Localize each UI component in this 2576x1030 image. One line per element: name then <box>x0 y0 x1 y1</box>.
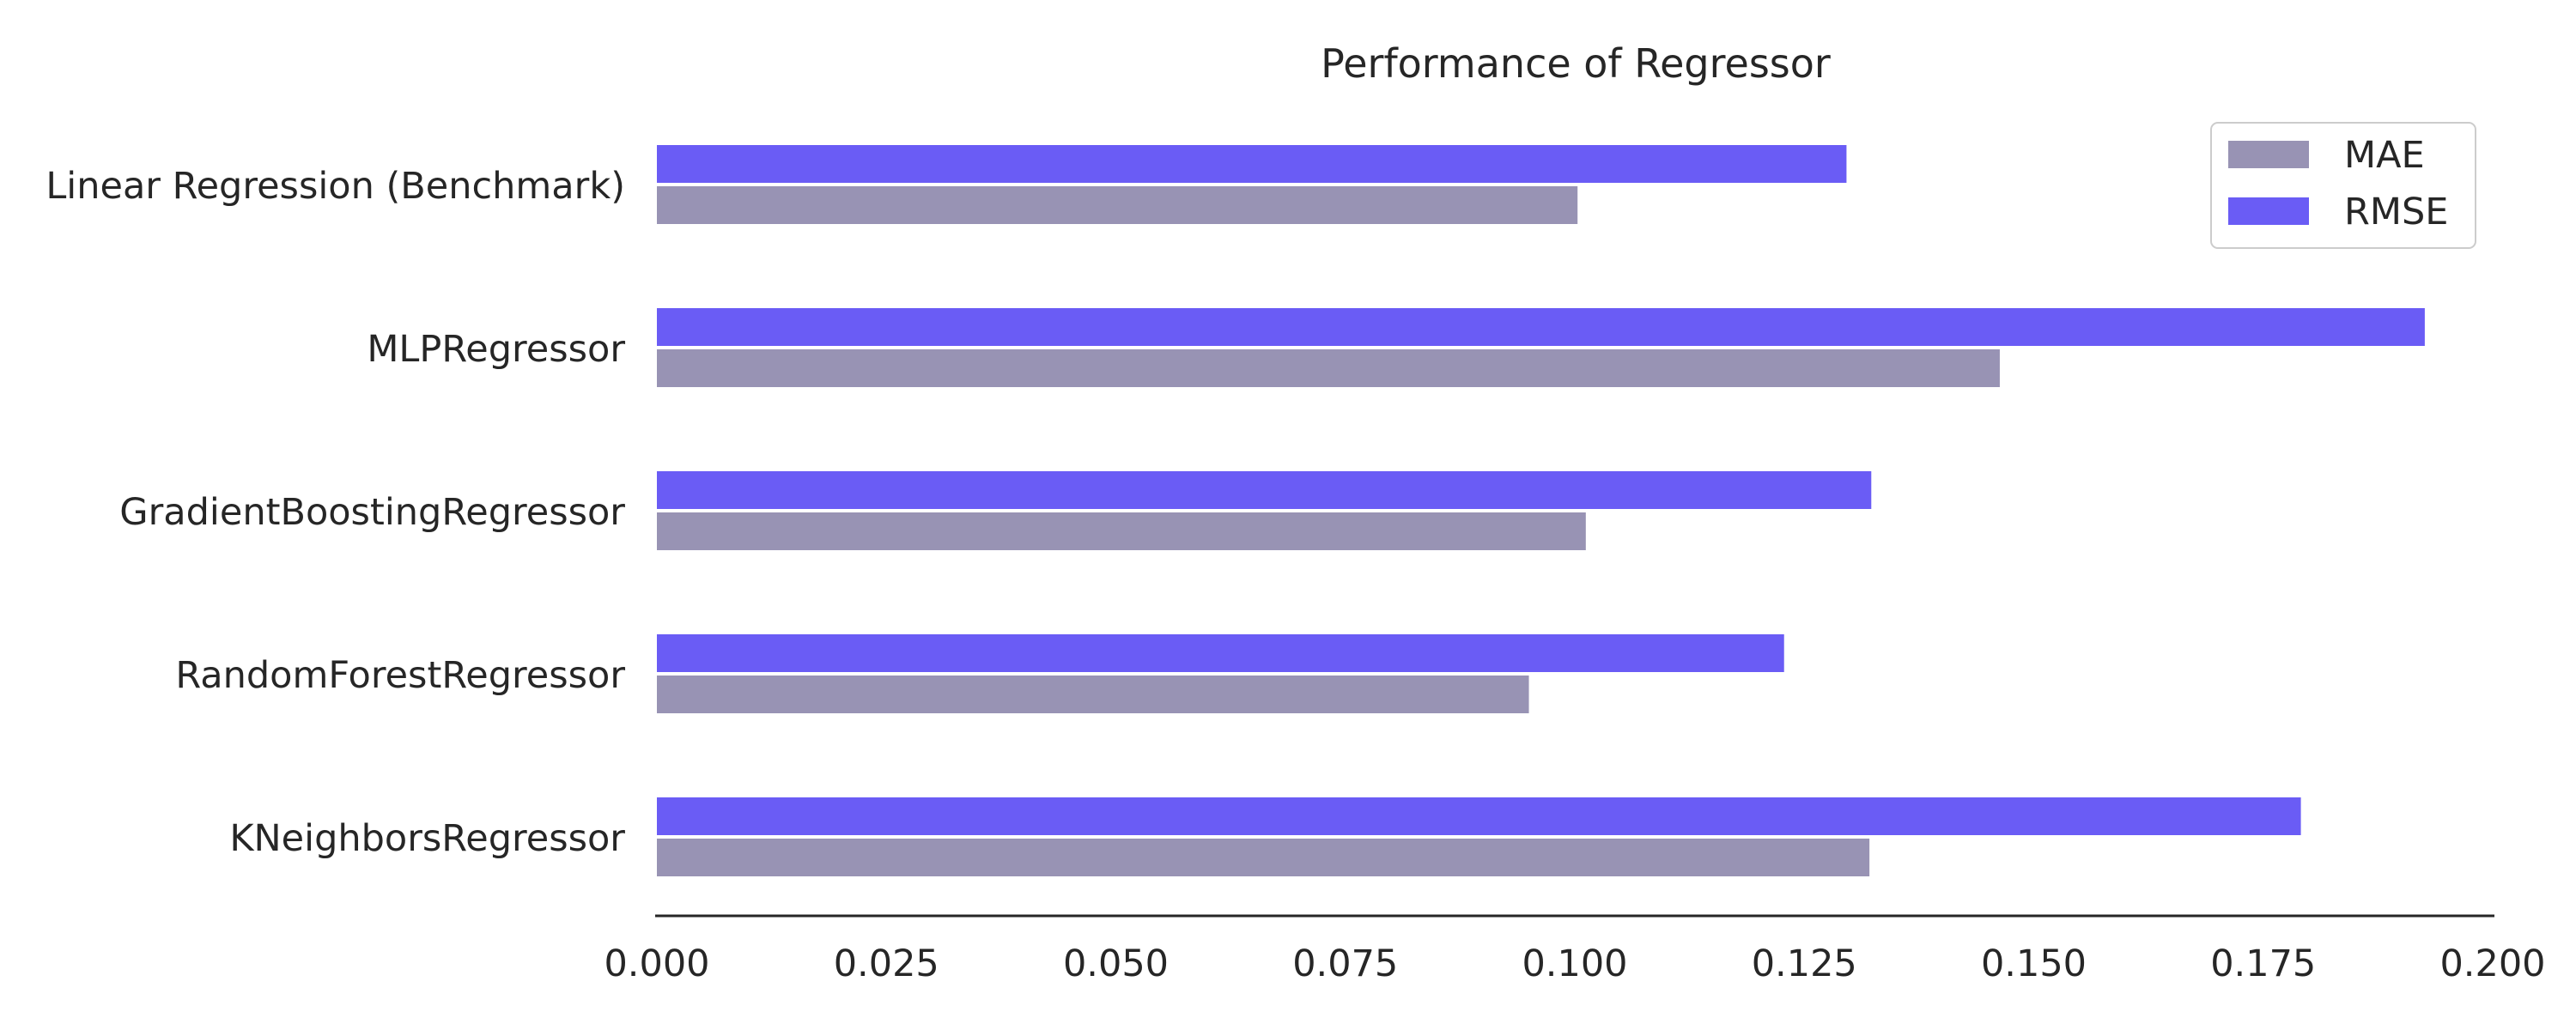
bar-mae <box>657 839 1870 876</box>
y-tick-label: RandomForestRegressor <box>175 654 625 697</box>
bar-mae <box>657 512 1586 550</box>
bar-mae <box>657 349 2000 387</box>
x-tick-label: 0.050 <box>1063 942 1169 985</box>
bar-mae <box>657 186 1578 224</box>
legend-label-rmse: RMSE <box>2344 191 2448 233</box>
x-tick-label: 0.125 <box>1752 942 1857 985</box>
bar-rmse <box>657 145 1847 183</box>
y-tick-label: KNeighborsRegressor <box>229 817 625 860</box>
legend-swatch-rmse <box>2228 197 2309 225</box>
y-tick-label: GradientBoostingRegressor <box>119 491 625 534</box>
x-tick-label: 0.025 <box>834 942 939 985</box>
x-tick-label: 0.075 <box>1292 942 1398 985</box>
x-tick-label: 0.150 <box>1981 942 2087 985</box>
x-tick-label: 0.000 <box>604 942 709 985</box>
bar-rmse <box>657 308 2425 346</box>
bar-rmse <box>657 471 1872 509</box>
legend-swatch-mae <box>2228 141 2309 168</box>
legend-label-mae: MAE <box>2344 134 2425 177</box>
bar-mae <box>657 676 1529 713</box>
y-tick-label: Linear Regression (Benchmark) <box>46 165 625 208</box>
bar-rmse <box>657 634 1784 672</box>
x-tick-label: 0.200 <box>2439 942 2545 985</box>
bar-rmse <box>657 797 2301 835</box>
chart-title: Performance of Regressor <box>1321 40 1831 87</box>
y-tick-label: MLPRegressor <box>367 328 625 371</box>
x-tick-label: 0.175 <box>2210 942 2316 985</box>
x-tick-label: 0.100 <box>1522 942 1627 985</box>
